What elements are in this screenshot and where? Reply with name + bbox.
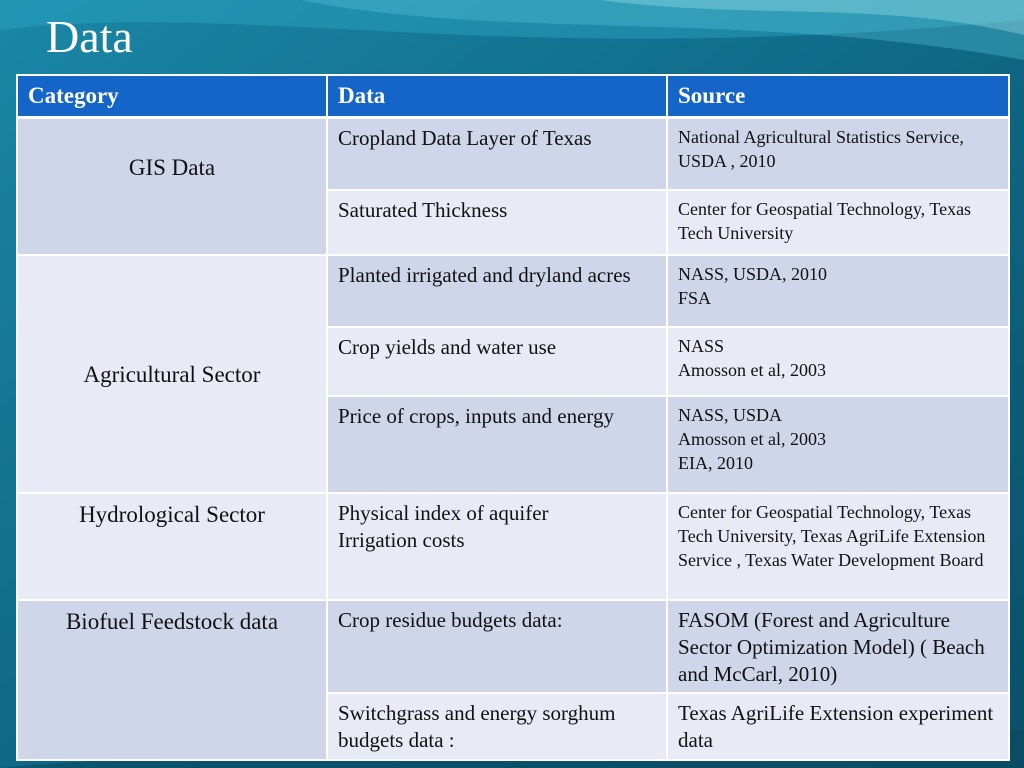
header-data: Data (326, 74, 668, 119)
source-text: NASS (678, 336, 725, 356)
data-text: Crop residue budgets data: (338, 608, 563, 632)
table-row: Agricultural Sector Planted irrigated an… (16, 254, 1010, 494)
slide-title: Data (46, 11, 133, 62)
data-text: Planted irrigated and dryland acres (338, 263, 631, 287)
source-cell: Center for Geospatial Technology, Texas … (666, 189, 1010, 256)
data-cell: Physical index of aquifer Irrigation cos… (326, 492, 668, 601)
source-cell: FASOM (Forest and Agriculture Sector Opt… (666, 599, 1010, 694)
source-text: EIA, 2010 (678, 453, 753, 473)
source-text: National Agricultural Statistics Service… (678, 127, 964, 171)
source-cell: National Agricultural Statistics Service… (666, 116, 1010, 191)
source-text: Center for Geospatial Technology, Texas … (678, 502, 986, 570)
data-cell: Switchgrass and energy sorghum budgets d… (326, 692, 668, 761)
source-text: NASS, USDA (678, 405, 783, 425)
data-cell: Crop yields and water use (326, 326, 668, 397)
data-table: Category Data Source GIS Data Cropland D… (16, 74, 1010, 761)
data-cell: Crop residue budgets data: (326, 599, 668, 694)
data-cell: Planted irrigated and dryland acres (326, 254, 668, 328)
table-row: Biofuel Feedstock data Crop residue budg… (16, 599, 1010, 761)
data-text: Crop yields and water use (338, 335, 557, 359)
data-cell: Saturated Thickness (326, 189, 668, 256)
data-cell: Cropland Data Layer of Texas (326, 116, 668, 191)
data-text: Saturated Thickness (338, 198, 508, 222)
source-text: Amosson et al, 2003 (678, 429, 826, 449)
source-text: Texas AgriLife Extension experiment data (678, 701, 994, 752)
source-text: FASOM (Forest and Agriculture Sector Opt… (678, 608, 985, 686)
data-text: Switchgrass and energy sorghum budgets d… (338, 701, 616, 752)
data-text: Price of crops, inputs and energy (338, 404, 615, 428)
header-source: Source (666, 74, 1010, 119)
source-cell: NASS Amosson et al, 2003 (666, 326, 1010, 397)
table-row: Price of crops, inputs and energy NASS, … (17, 395, 1010, 494)
source-cell: Center for Geospatial Technology, Texas … (666, 492, 1010, 601)
data-text: Cropland Data Layer of Texas (338, 126, 592, 150)
table-row: Crop yields and water use NASS Amosson e… (17, 326, 1010, 397)
source-text: FSA (678, 288, 712, 308)
source-text: Center for Geospatial Technology, Texas … (678, 199, 972, 243)
table-row: Hydrological Sector Physical index of aq… (16, 492, 1010, 601)
data-cell: Price of crops, inputs and energy (326, 395, 668, 494)
table-row: GIS Data Cropland Data Layer of Texas Na… (16, 116, 1010, 256)
table-row: Switchgrass and energy sorghum budgets d… (17, 692, 1010, 761)
category-cell: Hydrological Sector (16, 492, 328, 601)
source-cell: NASS, USDA Amosson et al, 2003 EIA, 2010 (666, 395, 1010, 494)
source-text: Amosson et al, 2003 (678, 360, 826, 380)
source-cell: NASS, USDA, 2010 FSA (666, 254, 1010, 328)
category-cell: Agricultural Sector (16, 254, 328, 494)
data-table-container: Category Data Source GIS Data Cropland D… (16, 74, 1010, 761)
source-cell: Texas AgriLife Extension experiment data (666, 692, 1010, 761)
data-text: Irrigation costs (338, 528, 465, 552)
table-row: Saturated Thickness Center for Geospatia… (17, 189, 1010, 256)
category-cell: GIS Data (16, 116, 328, 256)
category-cell: Biofuel Feedstock data (16, 599, 328, 761)
header-category: Category (16, 74, 328, 119)
source-text: NASS, USDA, 2010 (678, 264, 828, 284)
data-text: Physical index of aquifer (338, 501, 549, 525)
table-header-row: Category Data Source (16, 74, 1010, 119)
